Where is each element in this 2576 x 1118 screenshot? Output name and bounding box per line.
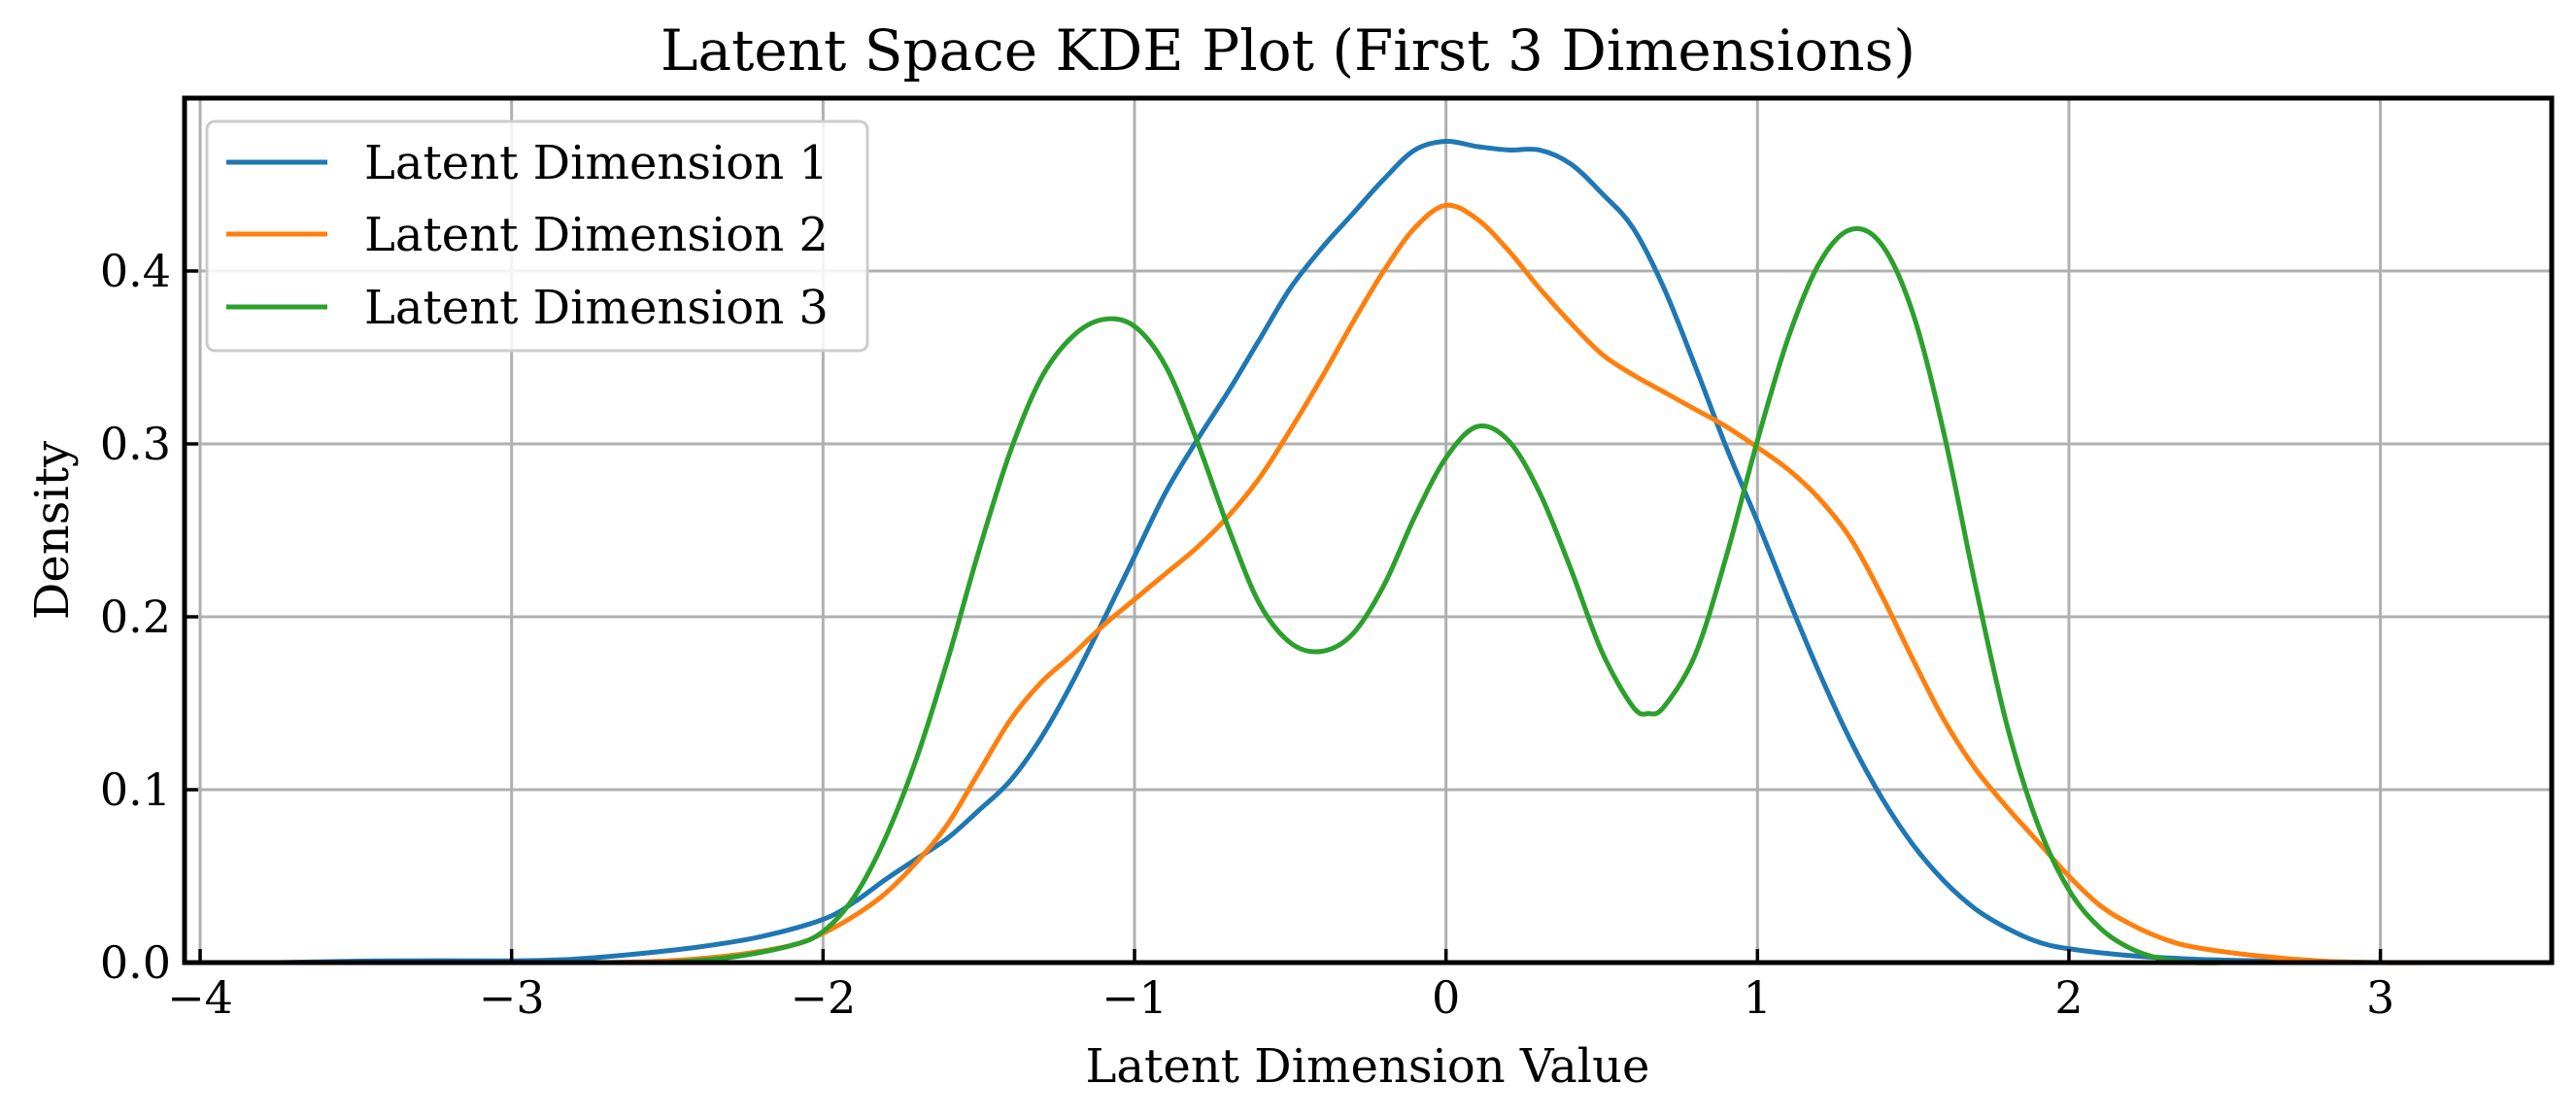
- plot-frame: [182, 95, 2555, 966]
- x-tick-label: 2: [2054, 971, 2083, 1024]
- legend-label-dimension-2: Latent Dimension 2: [364, 208, 829, 262]
- x-tick-label: −2: [790, 971, 856, 1024]
- chart-title: Latent Space KDE Plot (First 3 Dimension…: [661, 17, 1915, 84]
- y-tick-label: 0.1: [100, 763, 171, 816]
- x-tick-label: 1: [1744, 971, 1772, 1024]
- y-tick-label: 0.0: [100, 936, 171, 989]
- axis-ticks: −4 −3 −2 −1 0 1 2 3 0.0 0.1 0.2 0.3 0.4: [100, 245, 2394, 1024]
- y-tick-label: 0.3: [100, 418, 171, 470]
- legend: Latent Dimension 1 Latent Dimension 2 La…: [205, 119, 869, 353]
- x-tick-label: 0: [1432, 971, 1460, 1024]
- x-tick-label: −1: [1102, 971, 1168, 1024]
- x-axis-label: Latent Dimension Value: [1086, 1039, 1650, 1094]
- legend-label-dimension-1: Latent Dimension 1: [364, 136, 829, 190]
- y-tick-label: 0.2: [100, 591, 171, 643]
- x-tick-label: 3: [2366, 971, 2394, 1024]
- x-tick-label: −3: [479, 971, 545, 1024]
- legend-label-dimension-3: Latent Dimension 3: [364, 281, 829, 335]
- y-tick-label: 0.4: [100, 245, 171, 297]
- y-axis-label: Density: [25, 441, 80, 620]
- series-line-dimension-3: [664, 225, 2227, 966]
- series-lines: [275, 138, 2446, 966]
- x-tick-label: −4: [167, 971, 233, 1024]
- legend-box: [205, 119, 869, 353]
